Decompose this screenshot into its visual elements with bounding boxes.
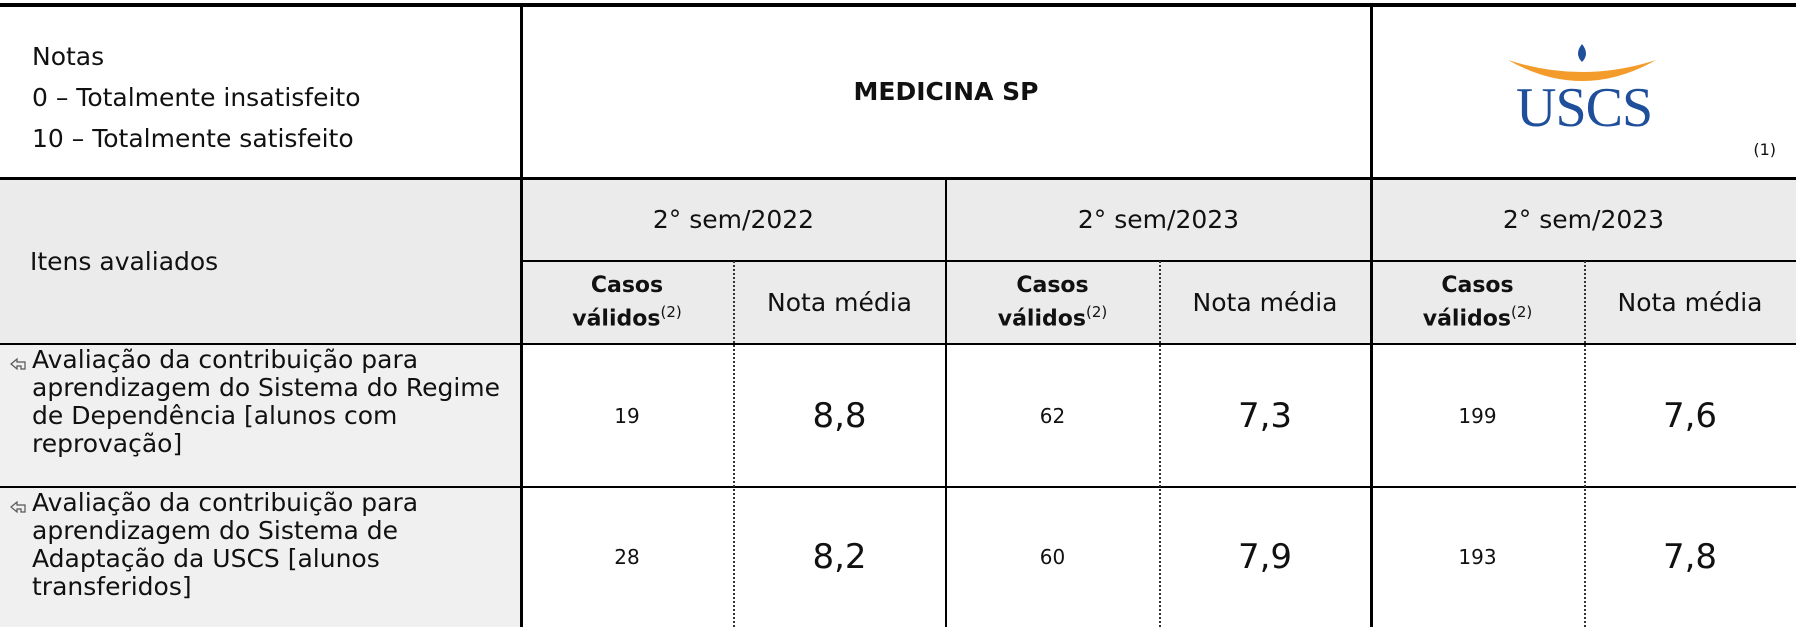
- dash-v: [1159, 261, 1161, 627]
- icon-arrow: [10, 357, 26, 371]
- border-v: [1370, 5, 1373, 627]
- cases-label2: válidos(2): [1423, 299, 1532, 332]
- item-text: Avaliação da contribuição para aprendiza…: [32, 346, 500, 458]
- mean-value: 8,2: [812, 537, 867, 577]
- icon-arrow: [10, 500, 26, 514]
- cases-label: válidos: [1422, 306, 1511, 332]
- logo-mark: [1508, 44, 1656, 81]
- legend-line: 0 – Totalmente insatisfeito: [32, 83, 361, 112]
- mean-header: Nota média: [767, 288, 912, 317]
- cases-value: 19: [614, 403, 640, 428]
- mean-value: 7,8: [1662, 537, 1718, 577]
- mean-header: Nota média: [1192, 288, 1338, 317]
- item-icon: [10, 500, 26, 514]
- border-h: [0, 343, 1796, 345]
- cases-header: Casos válidos(2): [946, 261, 1159, 344]
- mean-value: 7,3: [1237, 395, 1293, 436]
- cases-label: válidos: [572, 306, 661, 332]
- logo-arc: [1508, 60, 1656, 81]
- cases-value: 62: [1039, 403, 1066, 428]
- mean-value: 7,6: [1662, 395, 1718, 436]
- period-header: 2° sem/2022: [652, 205, 815, 234]
- cases-label: Casos: [1016, 272, 1089, 298]
- item-text: Avaliação da contribuição para aprendiza…: [32, 489, 419, 601]
- cases-header: Casos válidos(2): [1371, 261, 1584, 344]
- cases-header: Casos válidos(2): [521, 261, 733, 344]
- legend-title: Notas: [32, 42, 105, 71]
- cases-note: (2): [1510, 302, 1533, 321]
- cases-value: 193: [1458, 545, 1497, 569]
- border-v: [945, 178, 947, 627]
- mean-value: 8,8: [812, 395, 867, 436]
- mean-header: Nota média: [1617, 288, 1763, 317]
- dash-v: [733, 261, 735, 627]
- item-cell: Avaliação da contribuição para aprendiza…: [4, 346, 509, 487]
- legend: Notas 0 – Totalmente insatisfeito 10 – T…: [32, 36, 361, 159]
- logo-text: USCS: [1516, 77, 1653, 139]
- border-h: [521, 260, 1796, 262]
- border-v: [520, 5, 523, 627]
- cases-note: (2): [1085, 302, 1108, 321]
- logo-flame: [1578, 44, 1586, 62]
- period-header: 2° sem/2023: [1077, 205, 1240, 234]
- border-h: [0, 486, 1796, 488]
- border-h: [0, 177, 1796, 180]
- cases-note: (2): [660, 302, 682, 321]
- item-icon: [10, 357, 26, 371]
- course-title: MEDICINA SP: [853, 77, 1039, 106]
- row-header: Itens avaliados: [30, 246, 219, 276]
- period-header: 2° sem/2023: [1502, 205, 1665, 234]
- cases-value: 199: [1458, 403, 1497, 428]
- cases-value: 28: [614, 545, 640, 569]
- legend-line: 10 – Totalmente satisfeito: [32, 124, 354, 153]
- logo-note: (1): [1753, 140, 1776, 159]
- cases-value: 60: [1039, 545, 1066, 569]
- cases-label2: válidos(2): [572, 299, 681, 332]
- cases-label: Casos: [590, 272, 664, 298]
- dash-v: [1584, 261, 1586, 627]
- cases-label: válidos: [997, 306, 1086, 332]
- border-top: [0, 3, 1796, 7]
- cases-label2: válidos(2): [998, 299, 1107, 332]
- mean-value: 7,9: [1237, 537, 1293, 577]
- cases-label: Casos: [1441, 272, 1514, 298]
- item-col-bg: [0, 344, 521, 627]
- item-cell: Avaliação da contribuição para aprendiza…: [4, 489, 509, 627]
